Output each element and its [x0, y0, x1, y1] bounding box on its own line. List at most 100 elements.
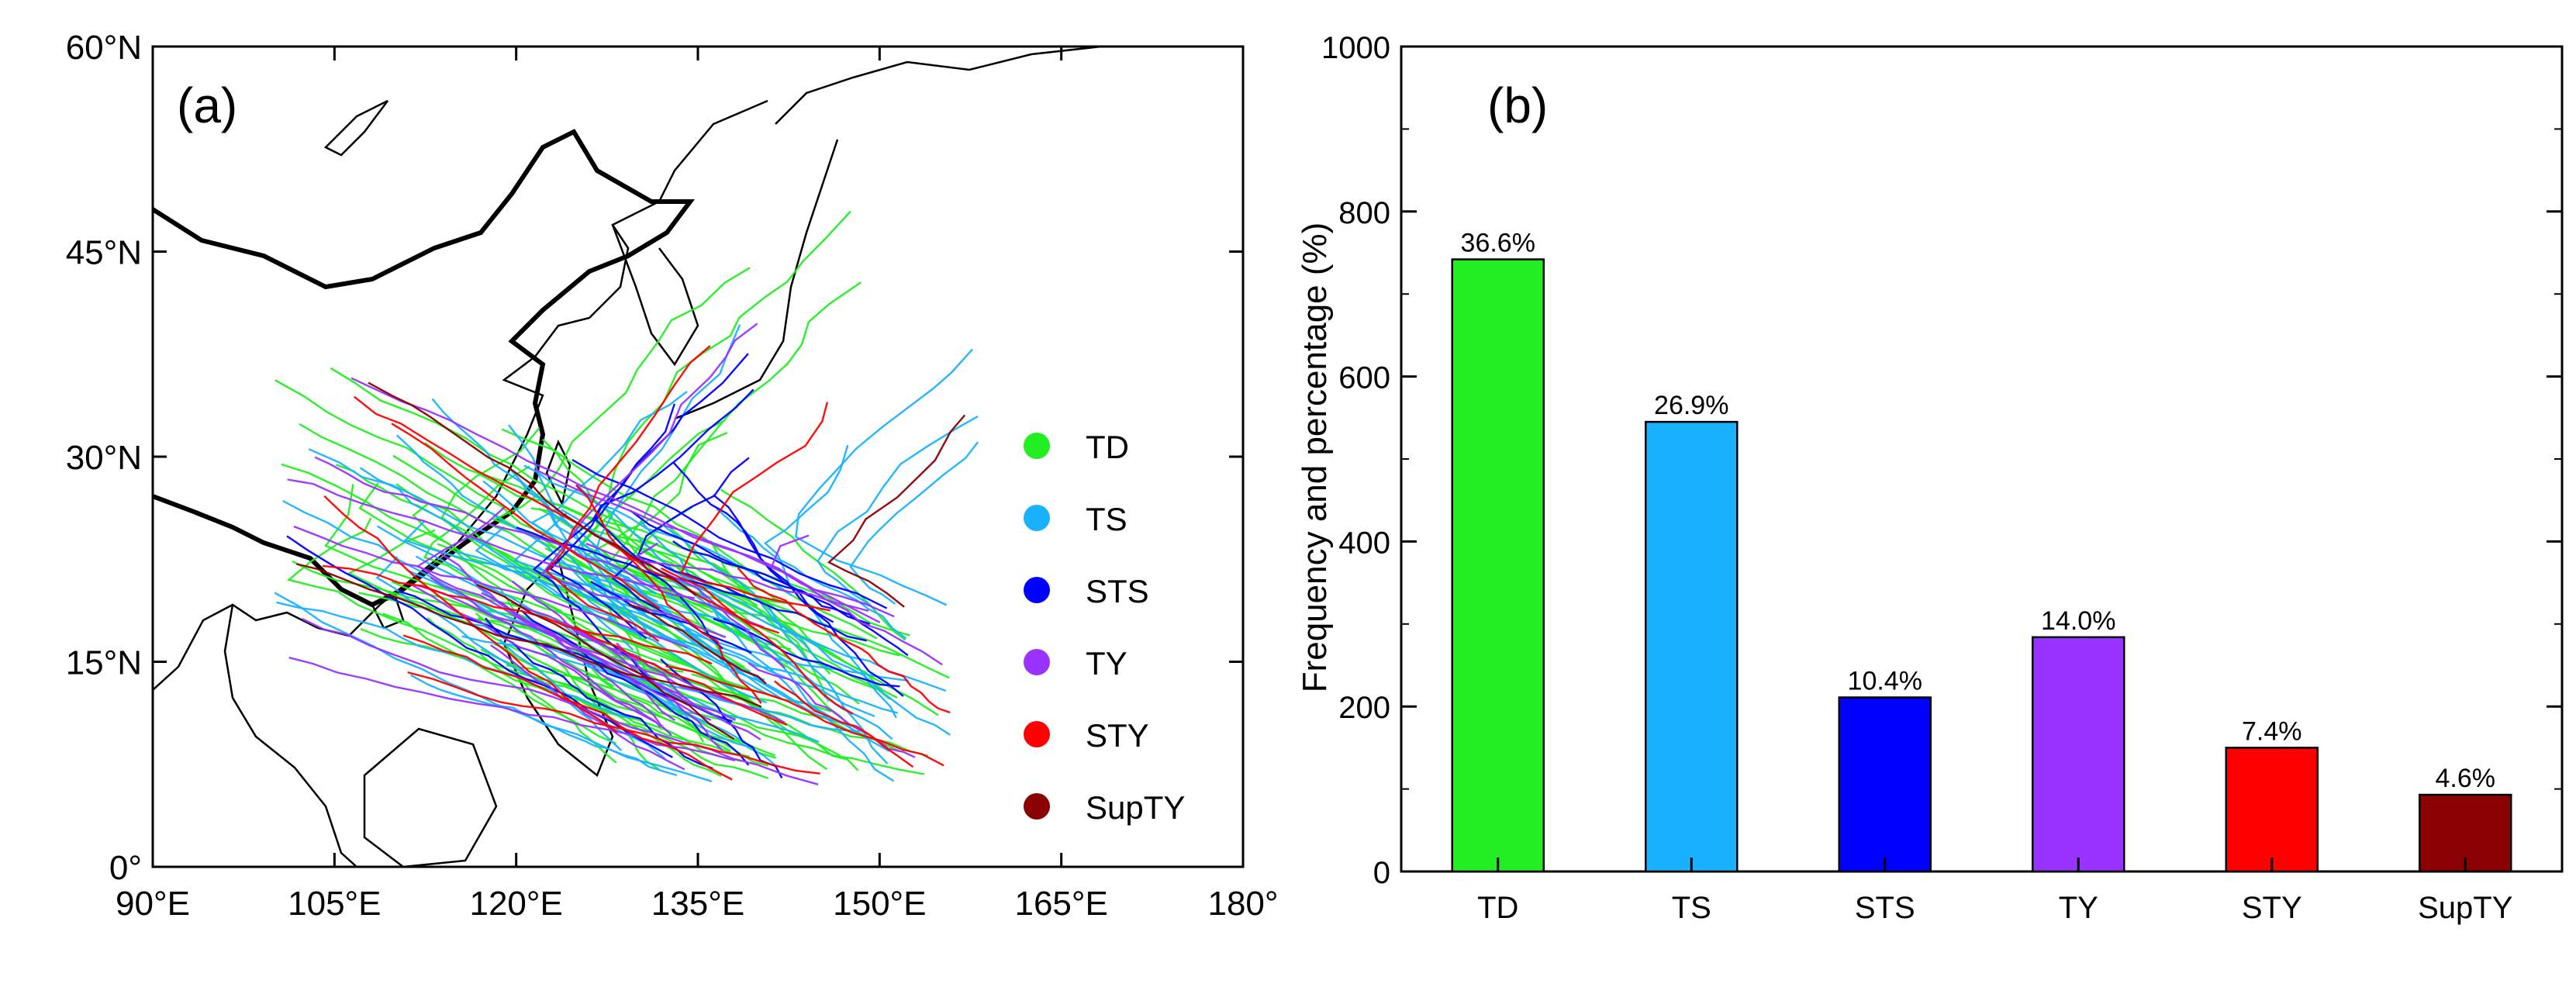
- bar-sty: [2225, 747, 2319, 873]
- bar-sts: [1838, 696, 1932, 873]
- storm-track-ty: [562, 621, 761, 740]
- map-content: [153, 47, 1102, 867]
- coastline-sakhalin: [323, 99, 388, 157]
- storm-track-ty: [416, 506, 736, 721]
- storm-track-sty: [774, 680, 914, 768]
- storm-track-td: [596, 522, 883, 692]
- legend-label-ts: TS: [1086, 501, 1127, 537]
- storm-track-sty: [737, 567, 951, 714]
- storm-track-supty: [476, 583, 735, 740]
- map-x-tick-label: 165°E: [1014, 885, 1107, 923]
- storm-track-ty: [314, 456, 696, 599]
- storm-track-ty: [616, 642, 723, 751]
- bar-x-axis: TD TS STS TY STY SupTY: [1477, 858, 2512, 925]
- map-x-tick-label: 120°E: [469, 885, 562, 923]
- map-legend: TD TS STS TY STY SupTY: [1024, 429, 1185, 826]
- storm-track-supty: [368, 381, 697, 596]
- bar-data-label-sty: 7.4%: [2242, 716, 2302, 746]
- legend-marker-sts: [1024, 577, 1050, 603]
- storm-track-ty: [771, 534, 943, 666]
- panel-label-a: (a): [177, 78, 237, 133]
- storm-track-sty: [679, 402, 830, 612]
- storm-track-sty: [391, 423, 661, 610]
- china-border: [153, 129, 695, 608]
- storm-track-td: [547, 668, 777, 759]
- storm-track-ty: [287, 478, 765, 629]
- bar-chart: 0 200 400 600 800 1000 36.6% 26.9% 10.4% 14.0% 7.…: [1296, 31, 2564, 925]
- storm-track-ts: [641, 520, 820, 713]
- storm-track-ts: [276, 601, 631, 719]
- bar-x-tick-label-ts: TS: [1672, 891, 1711, 925]
- bar-data-label-ty: 14.0%: [2041, 606, 2115, 636]
- storm-track-td: [335, 464, 630, 619]
- bar-data-label-ts: 26.9%: [1654, 391, 1728, 420]
- storm-track-ts: [508, 467, 642, 639]
- bar-frame: [1400, 45, 2564, 873]
- legend-label-td: TD: [1086, 429, 1129, 465]
- bar-y-tick-label: 200: [1338, 691, 1390, 725]
- bar-y-tick-label: 1000: [1321, 31, 1390, 65]
- legend-marker-td: [1024, 433, 1050, 459]
- bar-x-tick-label-ty: TY: [2059, 891, 2098, 925]
- bar-data-label-sts: 10.4%: [1848, 666, 1922, 695]
- storm-track-td: [621, 506, 860, 705]
- map-y-tick-label: 15°N: [66, 644, 142, 682]
- storm-track-sts: [286, 535, 673, 758]
- storm-track-ty: [440, 552, 675, 721]
- storm-track-sty: [322, 564, 713, 665]
- storm-track-sts: [672, 540, 909, 657]
- storm-track-td: [540, 647, 660, 771]
- legend-marker-supty: [1024, 793, 1050, 820]
- map-y-tick-label: 60°N: [66, 29, 142, 67]
- storm-track-sty: [354, 395, 780, 634]
- legend-label-supty: SupTY: [1086, 789, 1185, 826]
- bar-x-tick-label-supty: SupTY: [2418, 891, 2512, 925]
- storm-track-ts: [513, 512, 875, 718]
- storm-track-ts: [849, 441, 979, 605]
- storm-track-td: [382, 613, 617, 745]
- storm-track-sty: [402, 634, 733, 781]
- storm-track-ty: [288, 656, 736, 762]
- bar-y-axis-label: Frequency and percentage (%): [1296, 223, 1334, 693]
- bars: 36.6% 26.9% 10.4% 14.0% 7.4% 4.6%: [1451, 229, 2512, 873]
- storm-track-ty: [293, 525, 688, 649]
- storm-track-ts: [661, 523, 829, 669]
- bar-data-label-supty: 4.6%: [2436, 764, 2496, 793]
- bar-ty: [2032, 636, 2125, 873]
- map-x-tick-label: 135°E: [651, 885, 744, 923]
- bar-x-tick-label-sts: STS: [1855, 891, 1915, 925]
- legend-label-sty: STY: [1086, 717, 1149, 754]
- legend-marker-ts: [1024, 505, 1050, 531]
- bar-y-tick-label: 800: [1338, 196, 1390, 230]
- storm-track-sty: [661, 567, 854, 715]
- storm-track-sts: [595, 403, 723, 650]
- bar-y-tick-label: 600: [1338, 361, 1390, 395]
- storm-tracks: [274, 210, 979, 785]
- coastline-korea: [611, 224, 699, 367]
- storm-track-sts: [672, 461, 834, 623]
- storm-track-ts: [795, 348, 973, 606]
- panel-label-b: (b): [1487, 78, 1548, 133]
- storm-track-supty: [628, 603, 767, 685]
- storm-track-sty: [545, 345, 711, 642]
- storm-track-ty: [540, 323, 758, 638]
- storm-track-td: [492, 267, 751, 599]
- storm-track-ty: [534, 468, 895, 618]
- storm-track-ts: [395, 434, 649, 619]
- coastlines: [153, 47, 1102, 867]
- map-y-axis: 0° 15°N 30°N 45°N 60°N: [66, 29, 1243, 887]
- map-x-tick-label: 150°E: [833, 885, 926, 923]
- storm-track-ts: [665, 575, 893, 740]
- storm-track-td: [286, 517, 643, 714]
- storm-track-ts: [575, 483, 895, 782]
- legend-label-sts: STS: [1086, 573, 1149, 609]
- storm-track-ty: [544, 628, 672, 737]
- storm-track-ts: [664, 566, 951, 736]
- bar-x-tick-label-td: TD: [1477, 891, 1518, 925]
- coastline-indochina: [223, 604, 357, 867]
- storm-track-ts: [359, 467, 634, 651]
- map-x-tick-label: 180°: [1207, 885, 1278, 923]
- coastline-borneo: [363, 727, 498, 867]
- map-y-tick-label: 30°N: [66, 439, 142, 477]
- bar-x-tick-label-sty: STY: [2242, 891, 2302, 925]
